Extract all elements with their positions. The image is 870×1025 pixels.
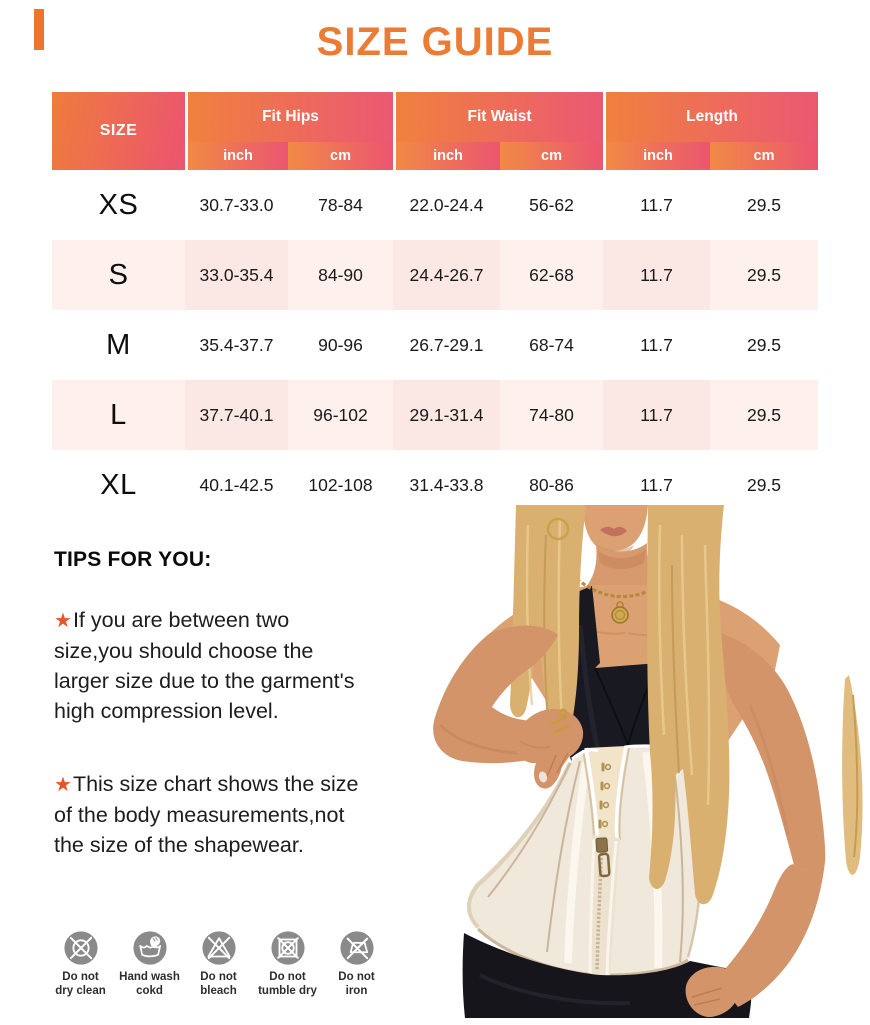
table-cell: 29.5 (746, 194, 782, 215)
table-header: SIZE Fit Hips Fit Waist Length inch cm inch cm… (52, 92, 818, 170)
size-label: S (52, 240, 185, 310)
table-cell: 56-62 (529, 194, 574, 215)
care-item: Do not tumble dry (253, 931, 322, 998)
table-row: L 37.7-40.1 96-102 29.1-31.4 74-80 11.7 29.5 (52, 380, 818, 450)
care-label: Do not iron (338, 971, 375, 997)
size-table: SIZE Fit Hips Fit Waist Length inch cm inch cm… (52, 92, 818, 520)
table-cell: 11.7 (640, 334, 673, 355)
right-forearm-hand (685, 862, 825, 1018)
table-cell: 33.0-35.4 (185, 240, 288, 310)
tip-item: ★If you are between two size,you should c… (54, 608, 355, 723)
table-cell: 40.1-42.5 (199, 474, 274, 495)
unit-header: inch (393, 142, 500, 170)
table-cell: 31.4-33.8 (409, 474, 484, 495)
unit-header: cm (500, 142, 603, 170)
table-cell: 26.7-29.1 (409, 334, 484, 355)
table-cell: 30.7-33.0 (199, 194, 274, 215)
unit-header: cm (710, 142, 818, 170)
table-row: XL 40.1-42.5 102-108 31.4-33.8 80-86 11.7 29.5 (52, 450, 818, 520)
table-cell: 37.7-40.1 (185, 380, 288, 450)
table-cell: 80-86 (529, 474, 574, 495)
table-cell: 11.7 (640, 474, 673, 495)
table-row: M 35.4-37.7 90-96 26.7-29.1 68-74 11.7 29.5 (52, 310, 818, 380)
necklace (570, 567, 684, 624)
column-group-header: Length (603, 92, 818, 142)
unit-header: cm (288, 142, 393, 170)
table-cell: 24.4-26.7 (393, 240, 500, 310)
black-leggings (462, 933, 752, 1018)
size-label: XL (100, 468, 137, 501)
care-icons-row: Do not dry clean Hand wash cokd Do not ble… (46, 931, 391, 998)
table-cell: 96-102 (288, 380, 393, 450)
table-cell: 11.7 (640, 194, 673, 215)
table-cell: 11.7 (603, 380, 710, 450)
hair-right (647, 505, 730, 905)
left-hand (515, 708, 584, 789)
accent-bar (34, 9, 44, 50)
size-label: M (106, 328, 131, 361)
table-cell: 78-84 (318, 194, 363, 215)
care-item: Do not iron (322, 931, 391, 998)
column-group-header: Fit Waist (393, 92, 603, 142)
care-item: Hand wash cokd (115, 931, 184, 998)
tips-section: TIPS FOR YOU: ★If you are between two siz… (54, 548, 446, 903)
star-bullet-icon: ★ (54, 774, 72, 796)
column-group-header: Fit Hips (185, 92, 393, 142)
table-body: XS 30.7-33.0 78-84 22.0-24.4 56-62 11.7 29.5 S 3… (52, 170, 818, 520)
table-cell: 29.5 (746, 334, 782, 355)
do-not-iron-icon (339, 931, 374, 965)
care-label: Do not bleach (200, 971, 237, 997)
care-label: Do not dry clean (55, 971, 106, 997)
column-header-size: SIZE (52, 92, 185, 170)
table-cell: 22.0-24.4 (409, 194, 484, 215)
table-cell: 29.5 (710, 380, 818, 450)
table-cell: 90-96 (318, 334, 363, 355)
size-label: XS (98, 188, 139, 221)
table-cell: 62-68 (500, 240, 603, 310)
page-title: SIZE GUIDE (316, 20, 554, 64)
star-bullet-icon: ★ (54, 610, 72, 632)
table-cell: 102-108 (308, 474, 373, 495)
right-upper-arm (710, 630, 826, 871)
table-cell: 11.7 (603, 240, 710, 310)
hand-wash-icon (132, 931, 167, 965)
product-photo-area (420, 505, 870, 1020)
tips-list: ★If you are between two size,you should c… (54, 605, 446, 860)
unit-header: inch (603, 142, 710, 170)
tip-item: ★This size chart shows the size of the bo… (54, 772, 359, 857)
table-cell: 68-74 (529, 334, 574, 355)
table-cell: 84-90 (288, 240, 393, 310)
hair-wisp (842, 675, 863, 875)
table-cell: 29.5 (746, 474, 782, 495)
model-photo (433, 505, 863, 1018)
table-cell: 74-80 (500, 380, 603, 450)
table-cell: 29.5 (710, 240, 818, 310)
table-row: XS 30.7-33.0 78-84 22.0-24.4 56-62 11.7 29.5 (52, 170, 818, 240)
zipper-pull (595, 837, 611, 878)
hoop-earring (546, 517, 570, 541)
do-not-tumble-dry-icon (270, 931, 305, 965)
care-item: Do not dry clean (46, 931, 115, 998)
care-label: Hand wash cokd (119, 971, 180, 997)
care-item: Do not bleach (184, 931, 253, 998)
do-not-dry-clean-icon (63, 931, 98, 965)
do-not-bleach-icon (201, 931, 236, 965)
size-label: L (52, 380, 185, 450)
table-cell: 35.4-37.7 (199, 334, 274, 355)
unit-header: inch (185, 142, 288, 170)
care-label: Do not tumble dry (258, 971, 317, 997)
tips-heading: TIPS FOR YOU: (54, 548, 212, 571)
table-cell: 29.1-31.4 (393, 380, 500, 450)
table-row: S 33.0-35.4 84-90 24.4-26.7 62-68 11.7 29.5 (52, 240, 818, 310)
